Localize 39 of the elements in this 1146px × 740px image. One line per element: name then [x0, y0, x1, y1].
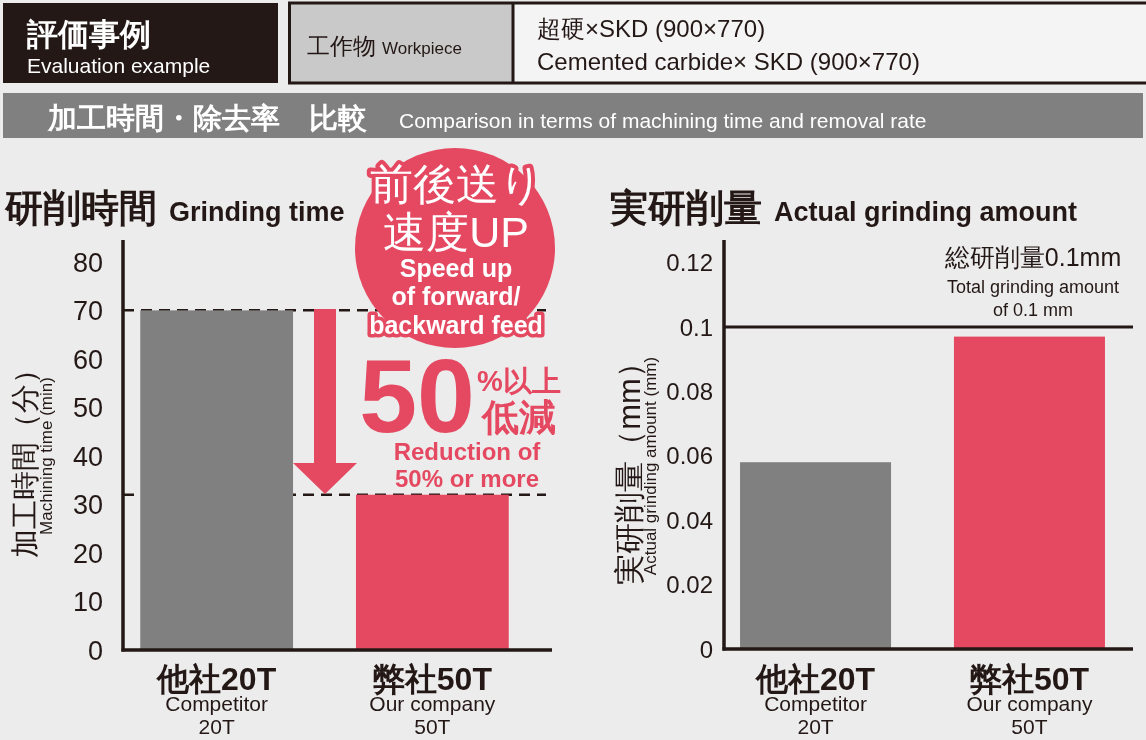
x-tick-label: 他社20T Competitor 20T — [156, 661, 277, 738]
chart-subtitle: Grinding time — [169, 197, 345, 227]
chart-title: 研削時間 — [4, 187, 157, 229]
y-tick-label: 40 — [72, 441, 103, 472]
y-axis-title: 実研削量（mm） Actual grinding amount (mm) — [612, 347, 660, 585]
text: Comparison in terms of machining time and removal rate — [399, 109, 927, 132]
y-tick-label: 0.08 — [666, 378, 713, 405]
text: Cemented carbide× SKD (900×770) — [537, 48, 920, 75]
annotation: %以上 — [477, 365, 561, 397]
text: 加工時間・除去率 比較 — [47, 102, 367, 134]
y-tick-label: 80 — [72, 247, 103, 278]
annotation: 低減 — [480, 397, 556, 438]
x-tick-label: 弊社50T Our company 50T — [966, 661, 1093, 738]
y-tick-label: 0.06 — [666, 442, 713, 470]
chart-title: 実研削量 — [609, 187, 762, 229]
y-tick-label: 0 — [87, 635, 103, 666]
ref-line-label: 総研削量0.1mm Total grinding amount of 0.1 mm — [943, 242, 1122, 320]
text: 超硬×SKD (900×770) — [537, 15, 766, 42]
chart-subtitle: Actual grinding amount — [774, 197, 1077, 227]
y-tick-label: 60 — [72, 344, 103, 375]
y-tick-label: 0.1 — [679, 313, 713, 341]
y-tick-label: 20 — [72, 538, 103, 569]
y-tick-label: 0.02 — [666, 571, 713, 599]
y-tick-label: 50 — [72, 393, 103, 424]
x-tick-label: 他社20T Competitor 20T — [754, 661, 876, 738]
text: 評価事例 — [26, 17, 151, 52]
x-tick-label: 弊社50T Our company 50T — [369, 661, 496, 738]
y-tick-label: 0 — [699, 635, 713, 663]
text: 工作物 — [307, 33, 376, 59]
y-tick-label: 30 — [72, 490, 103, 521]
y-tick-label: 0.04 — [666, 506, 713, 534]
y-tick-label: 70 — [72, 296, 103, 327]
text: Workpiece — [382, 39, 462, 58]
annotation: Reduction of 50% or more — [393, 438, 542, 492]
y-axis-title: 加工時間（分） Machining time (min) — [9, 354, 56, 558]
y-tick-label: 10 — [72, 587, 103, 618]
y-tick-label: 0.12 — [666, 249, 713, 277]
text: Evaluation example — [27, 54, 211, 77]
annotation: 速度UP — [383, 208, 529, 256]
